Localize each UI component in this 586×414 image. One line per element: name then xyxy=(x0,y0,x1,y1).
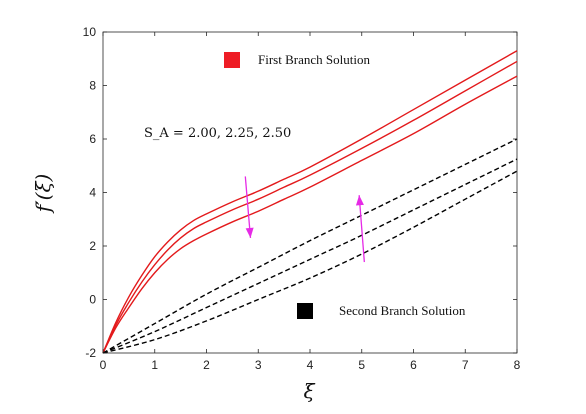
x-axis-label: ξ xyxy=(303,379,315,403)
x-tick-label: 3 xyxy=(255,358,262,372)
x-tick-label: 1 xyxy=(151,358,158,372)
direction-arrow-shaft-down xyxy=(244,176,252,239)
y-tick-label: 10 xyxy=(83,25,97,39)
second-branch-legend-label: Second Branch Solution xyxy=(339,303,466,318)
y-tick-label: 0 xyxy=(89,293,96,307)
x-tick-label: 7 xyxy=(462,358,469,372)
first-branch-curve-3 xyxy=(102,75,518,354)
first-branch-legend-label: First Branch Solution xyxy=(258,52,370,67)
y-tick-label: 4 xyxy=(89,186,96,200)
first-branch-curve-1 xyxy=(102,50,518,354)
y-axis-label: f′(ξ) xyxy=(31,174,55,215)
second-branch-curve-3 xyxy=(102,170,518,354)
y-tick-label: 6 xyxy=(89,132,96,146)
x-tick-label: 5 xyxy=(358,358,365,372)
direction-arrow-head-up xyxy=(355,195,364,206)
tick-layer: 0 1 2 3 4 5 6 7 8 -2 0 2 4 6 8 10 xyxy=(83,25,521,372)
arrow-layer xyxy=(244,176,365,263)
y-tick-label: -2 xyxy=(85,346,96,360)
sa-annotation: S_A = 2.00, 2.25, 2.50 xyxy=(144,126,291,141)
y-tick-label: 2 xyxy=(89,239,96,253)
x-tick-label: 8 xyxy=(514,358,521,372)
second-branch-curve-2 xyxy=(102,158,518,354)
direction-arrow-shaft-up xyxy=(358,195,365,263)
x-tick-label: 0 xyxy=(100,358,107,372)
x-tick-label: 6 xyxy=(410,358,417,372)
second-branch-legend-marker xyxy=(297,303,313,319)
first-branch-curve-2 xyxy=(102,60,518,354)
second-branch-curve-1 xyxy=(102,138,518,354)
y-tick-label: 8 xyxy=(89,79,96,93)
x-tick-label: 2 xyxy=(203,358,210,372)
direction-arrow-head-down xyxy=(245,227,254,238)
series-layer xyxy=(102,50,518,354)
first-branch-legend-marker xyxy=(224,52,240,68)
x-tick-label: 4 xyxy=(307,358,314,372)
